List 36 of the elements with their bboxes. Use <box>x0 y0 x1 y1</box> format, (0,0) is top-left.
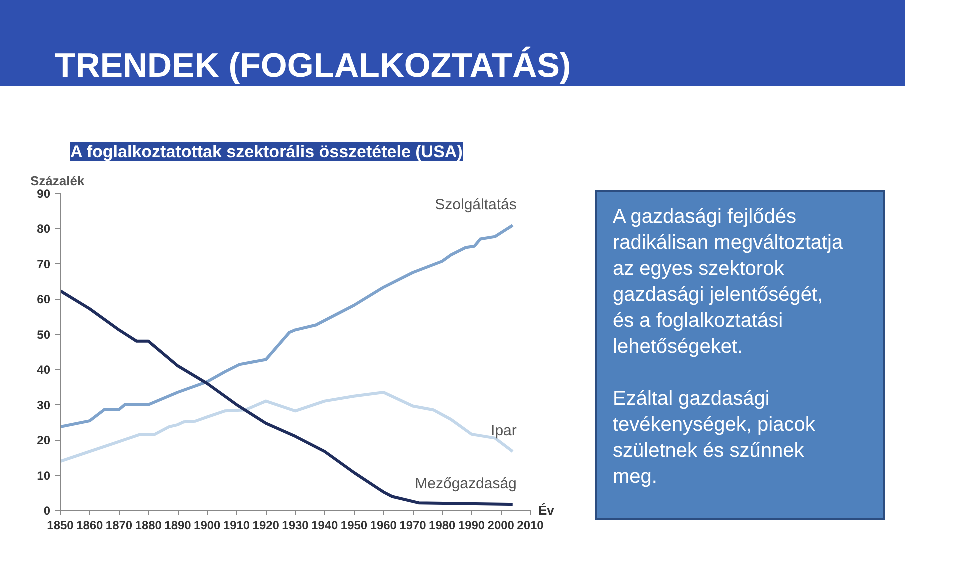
y-axis-title: Százalék <box>30 174 86 188</box>
x-tick-label: 1900 <box>194 518 222 532</box>
series-label: Mezőgazdaság <box>415 476 517 493</box>
x-tick-label: 1940 <box>312 518 339 532</box>
y-tick-label: 90 <box>37 187 51 201</box>
y-tick-label: 0 <box>44 504 51 518</box>
text: Ezáltal gazdasági tevékenységek, piacok születnek és szűnnek meg. <box>613 388 816 488</box>
y-tick-label: 40 <box>37 363 51 378</box>
chart-subtitle: A foglalkoztatottak szektorális összetétele (USA) <box>70 142 463 162</box>
x-axis-title: Év <box>538 503 556 518</box>
y-tick-label: 70 <box>37 257 51 272</box>
x-tick-label: 2000 <box>488 518 515 532</box>
x-tick-label: 2010 <box>517 518 544 532</box>
x-tick-label: 1920 <box>252 518 280 532</box>
y-tick-label: 10 <box>37 468 51 483</box>
chart-title: TRENDEK (FOGLALKOZTATÁS) <box>0 0 905 86</box>
x-tick-label: 1860 <box>76 518 104 532</box>
x-tick-label: 1960 <box>370 518 398 532</box>
y-tick-label: 60 <box>37 292 51 307</box>
x-tick-label: 1870 <box>106 518 133 532</box>
x-tick-label: 1910 <box>223 518 250 532</box>
x-tick-label: 1990 <box>458 518 486 532</box>
x-tick-label: 1880 <box>135 518 162 532</box>
series-label: Szolgáltatás <box>435 196 517 214</box>
x-tick-label: 1970 <box>400 518 427 532</box>
x-tick-label: 1850 <box>47 518 74 532</box>
y-tick-label: 20 <box>37 434 51 448</box>
text: A gazdasági fejlődés radikálisan megváltoztatja az egyes szektorok gazdasági jelentőségét, és a foglalkoztatási lehetőségeket. <box>613 206 844 358</box>
x-tick-label: 1980 <box>429 518 456 532</box>
series-label: Ipar <box>491 422 517 440</box>
x-tick-label: 1930 <box>282 518 310 532</box>
x-tick-label: 1890 <box>164 518 192 532</box>
y-tick-label: 80 <box>37 222 51 236</box>
y-tick-label: 50 <box>37 328 51 342</box>
y-tick-label: 30 <box>37 398 51 412</box>
x-tick-label: 1950 <box>340 518 368 532</box>
